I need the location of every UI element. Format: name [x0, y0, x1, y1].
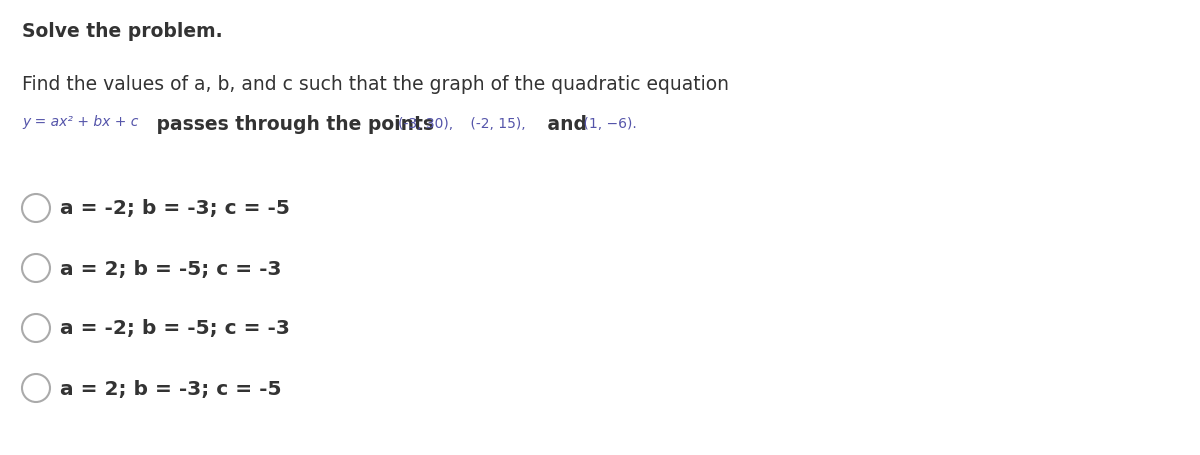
Text: a = -2; b = -3; c = -5: a = -2; b = -3; c = -5: [60, 199, 290, 218]
Text: (-2, 15),: (-2, 15),: [466, 117, 526, 131]
Text: (-3, 30),: (-3, 30),: [398, 117, 454, 131]
Text: y = ax² + bx + c: y = ax² + bx + c: [22, 115, 138, 129]
Text: a = 2; b = -3; c = -5: a = 2; b = -3; c = -5: [60, 379, 282, 398]
Text: Find the values of a, b, and c such that the graph of the quadratic equation: Find the values of a, b, and c such that…: [22, 75, 730, 94]
Text: and: and: [541, 115, 587, 134]
Text: (1, −6).: (1, −6).: [580, 117, 637, 131]
Text: a = 2; b = -5; c = -3: a = 2; b = -5; c = -3: [60, 259, 282, 278]
Text: Solve the problem.: Solve the problem.: [22, 22, 223, 41]
Text: passes through the points: passes through the points: [150, 115, 440, 134]
Text: a = -2; b = -5; c = -3: a = -2; b = -5; c = -3: [60, 319, 290, 338]
